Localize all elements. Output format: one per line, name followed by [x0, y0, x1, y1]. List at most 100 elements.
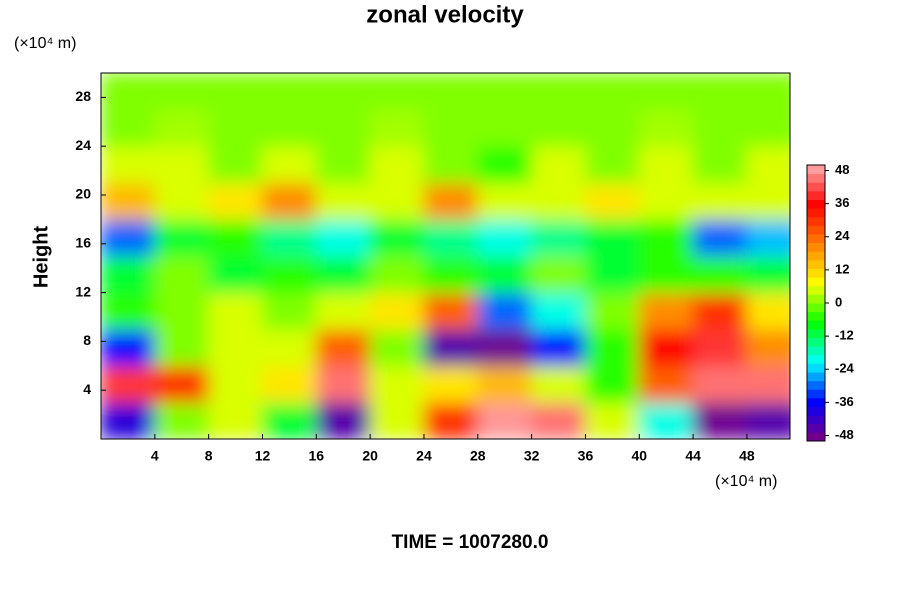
colorbar-swatch [807, 268, 825, 278]
field-cell [531, 365, 586, 403]
colorbar-swatch [807, 277, 825, 287]
x-tick-label: 24 [416, 448, 432, 464]
colorbar-swatch [807, 242, 825, 252]
field-cell [531, 73, 586, 111]
colorbar-swatch [807, 328, 825, 338]
x-tick-label: 40 [631, 448, 647, 464]
field-cell [208, 292, 263, 330]
field-cell [638, 365, 694, 403]
field-cell [261, 218, 317, 257]
y-tick-label: 28 [75, 88, 91, 104]
field-cell [477, 292, 533, 330]
field-cell [584, 73, 640, 111]
field-cell [369, 255, 425, 294]
field-cell [584, 109, 640, 147]
field-cell [477, 365, 533, 403]
field-cell [638, 401, 694, 439]
colorbar-swatch [807, 259, 825, 269]
x-tick-label: 48 [739, 448, 755, 464]
colorbar-swatch [807, 199, 825, 209]
field-cell [746, 292, 790, 330]
colorbar-tick-label: 48 [835, 162, 849, 177]
field-cell [208, 218, 263, 257]
field-cell [692, 328, 748, 367]
colorbar-swatch [807, 337, 825, 347]
field-cell [208, 328, 263, 367]
field-cell [154, 182, 210, 220]
field-cell [477, 255, 533, 294]
field-cell [154, 365, 210, 403]
field-cell [154, 328, 210, 367]
field-cell [101, 182, 156, 220]
colorbar-swatch [807, 225, 825, 235]
colorbar-swatch [807, 415, 825, 425]
colorbar-swatch [807, 354, 825, 364]
colorbar-swatch [807, 234, 825, 244]
colorbar-swatch [807, 208, 825, 218]
field-cell [746, 365, 790, 403]
field-cell [423, 365, 479, 403]
y-tick-label: 20 [75, 186, 91, 202]
field-cell [423, 73, 479, 111]
field-cell [746, 401, 790, 439]
field-cell [477, 145, 533, 184]
field-cell [423, 182, 479, 220]
field-cell [154, 218, 210, 257]
colorbar-swatch [807, 432, 825, 442]
field-cell [369, 218, 425, 257]
field-cell [154, 401, 210, 439]
field-cell [692, 255, 748, 294]
field-cell [369, 365, 425, 403]
field-cell [531, 401, 586, 439]
field-cell [315, 365, 371, 403]
colorbar-swatch [807, 406, 825, 416]
field-cell [423, 109, 479, 147]
colorbar-tick-label: 12 [835, 261, 849, 276]
field-cell [746, 109, 790, 147]
colorbar-tick-label: 0 [835, 294, 842, 309]
field-cell [101, 73, 156, 111]
field-cell [101, 401, 156, 439]
field-cell [746, 255, 790, 294]
field-cell [531, 218, 586, 257]
colorbar-swatch [807, 294, 825, 304]
x-tick-label: 8 [205, 448, 213, 464]
field-cell [477, 73, 533, 111]
y-tick-label: 16 [75, 235, 91, 251]
field-cell [261, 145, 317, 184]
y-tick-label: 12 [75, 283, 91, 299]
field-cell [315, 73, 371, 111]
colorbar-swatch [807, 173, 825, 183]
colorbar-swatch [807, 303, 825, 313]
time-label: TIME = 1007280.0 [392, 532, 549, 553]
field-cell [261, 73, 317, 111]
x-tick-label: 4 [151, 448, 159, 464]
field-cell [531, 255, 586, 294]
colorbar-tick-label: -24 [835, 361, 855, 376]
field-cell [101, 218, 156, 257]
field-cell [423, 145, 479, 184]
plot-frame [100, 72, 791, 440]
x-tick-label: 36 [578, 448, 594, 464]
field-cell [369, 109, 425, 147]
field-cell [692, 218, 748, 257]
y-tick-label: 8 [83, 332, 91, 348]
field-cell [638, 109, 694, 147]
colorbar-tick-label: -48 [835, 427, 854, 442]
field-cell [746, 145, 790, 184]
field-cell [584, 182, 640, 220]
field-cell [315, 218, 371, 257]
field-cell [315, 109, 371, 147]
field-cell [369, 73, 425, 111]
field-cell [638, 73, 694, 111]
chart-title: zonal velocity [366, 1, 524, 28]
field-cell [101, 365, 156, 403]
field-cell [154, 292, 210, 330]
field-cell [746, 328, 790, 367]
field-cell [208, 255, 263, 294]
field-cell [261, 109, 317, 147]
field-cell [315, 255, 371, 294]
field-cell [154, 145, 210, 184]
field-cell [261, 401, 317, 439]
